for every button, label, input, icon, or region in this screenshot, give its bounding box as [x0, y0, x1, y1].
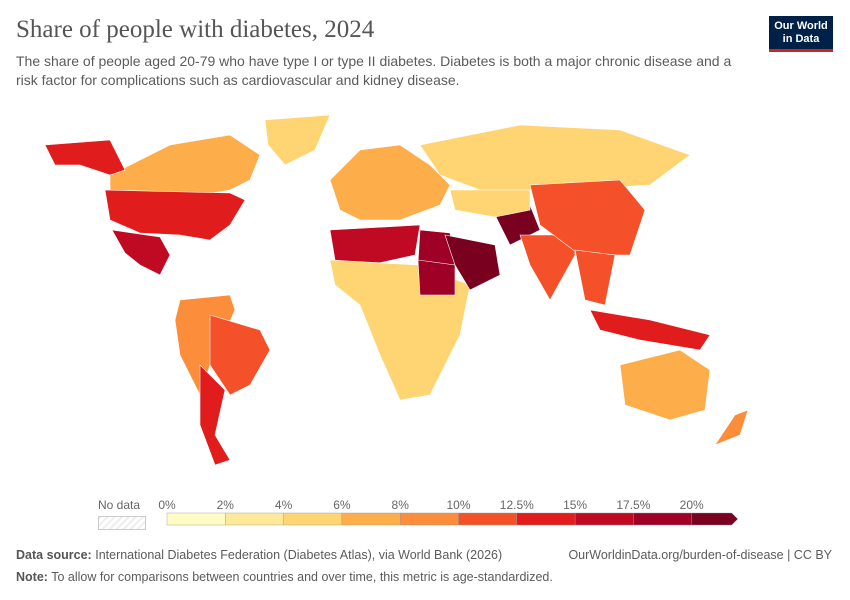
legend-tick-label: 20%: [679, 498, 704, 512]
country-north-africa[interactable]: [329, 224, 421, 266]
country-sudan[interactable]: [417, 259, 456, 296]
country-russia[interactable]: [419, 124, 691, 191]
legend-tick-label: 12.5%: [499, 498, 534, 512]
legend-bin[interactable]: [166, 512, 226, 526]
chart-note: Note: To allow for comparisons between c…: [16, 570, 553, 584]
legend-bin[interactable]: [283, 512, 343, 526]
country-argentina[interactable]: [199, 364, 231, 466]
country-canada[interactable]: [109, 134, 261, 196]
legend-bin[interactable]: [633, 512, 692, 526]
country-alaska[interactable]: [44, 139, 126, 176]
country-new-zealand[interactable]: [714, 409, 749, 446]
legend-tick-label: 6%: [333, 498, 351, 512]
legend-tick-label: 17.5%: [616, 498, 651, 512]
owid-logo[interactable]: Our World in Data: [769, 16, 833, 52]
legend-bin[interactable]: [225, 512, 284, 526]
legend-bin[interactable]: [341, 512, 401, 526]
world-map[interactable]: [0, 105, 850, 485]
legend-bin[interactable]: [574, 512, 634, 526]
country-central-asia[interactable]: [449, 189, 531, 218]
source-url-link[interactable]: OurWorldinData.org/burden-of-disease | C…: [568, 548, 832, 562]
legend-bin[interactable]: [399, 512, 459, 526]
country-europe[interactable]: [329, 144, 451, 221]
legend-bin[interactable]: [516, 512, 576, 526]
chart-title: Share of people with diabetes, 2024: [16, 16, 375, 43]
country-china[interactable]: [529, 179, 646, 256]
country-mexico[interactable]: [111, 229, 171, 276]
legend-tick-label: 0%: [158, 498, 176, 512]
country-australia[interactable]: [619, 349, 711, 421]
legend-no-data-swatch: [98, 516, 146, 530]
legend-no-data-label: No data: [98, 498, 141, 512]
country-indonesia[interactable]: [589, 309, 711, 351]
legend-tick-label: 4%: [274, 498, 293, 512]
country-united-states[interactable]: [104, 189, 246, 241]
legend-tick-label: 10%: [446, 498, 471, 512]
legend-tick-label: 15%: [563, 498, 588, 512]
country-arabian-peninsula[interactable]: [444, 234, 501, 291]
legend-tick-label: 2%: [216, 498, 234, 512]
data-source: Data source: International Diabetes Fede…: [16, 548, 503, 562]
chart-subtitle: The share of people aged 20-79 who have …: [16, 53, 732, 88]
country-greenland[interactable]: [264, 114, 331, 166]
country-southeast-asia[interactable]: [574, 249, 616, 306]
legend-bin[interactable]: [691, 512, 738, 526]
legend-bin[interactable]: [458, 512, 517, 526]
country-brazil[interactable]: [209, 314, 271, 396]
legend-color-bar: [166, 512, 738, 526]
legend-tick-label: 8%: [391, 498, 409, 512]
